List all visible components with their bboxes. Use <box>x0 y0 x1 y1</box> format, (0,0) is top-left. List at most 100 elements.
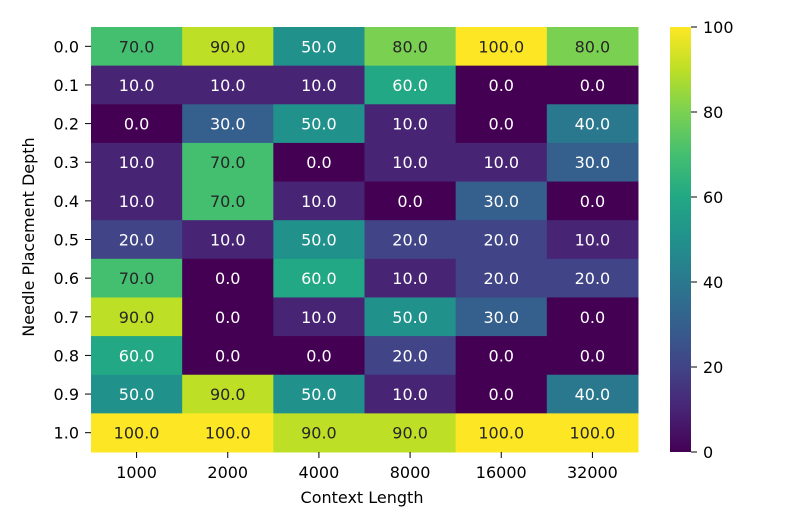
heatmap-cell <box>91 374 183 414</box>
heatmap-cell <box>455 181 548 221</box>
cell-value-label: 10.0 <box>119 192 155 211</box>
heatmap-cell <box>546 297 639 337</box>
heatmap-cells: 70.0 90.0 50.0 80.0 100.0 80.0 10.0 10.0 10.0 60.… <box>91 27 639 453</box>
heatmap-cell <box>91 104 183 144</box>
cell-value-label: 0.0 <box>215 308 240 327</box>
cell-value-label: 40.0 <box>575 115 611 134</box>
heatmap-cell <box>273 220 365 260</box>
cell-value-label: 10.0 <box>392 269 428 288</box>
heatmap-cell <box>273 336 365 376</box>
heatmap-cell <box>364 413 457 453</box>
heatmap-cell <box>546 220 639 260</box>
heatmap-cell <box>455 220 548 260</box>
y-tick-label: 0.8 <box>54 346 79 365</box>
heatmap-cell <box>273 297 365 337</box>
cell-value-label: 10.0 <box>119 76 155 95</box>
cell-value-label: 70.0 <box>210 192 246 211</box>
cell-value-label: 30.0 <box>210 115 246 134</box>
cell-value-label: 100.0 <box>478 37 524 56</box>
heatmap-cell <box>182 297 274 337</box>
heatmap-cell <box>546 142 639 183</box>
heatmap-cell <box>455 336 548 376</box>
heatmap-cell <box>455 258 548 298</box>
heatmap-cell <box>91 413 183 453</box>
cell-value-label: 60.0 <box>301 269 337 288</box>
heatmap-cell <box>273 413 365 453</box>
cell-value-label: 0.0 <box>580 192 605 211</box>
y-tick-label: 0.7 <box>54 308 79 327</box>
cell-value-label: 0.0 <box>489 76 514 95</box>
cell-value-label: 50.0 <box>301 385 337 404</box>
x-tick-label: 2000 <box>207 463 248 482</box>
heatmap-cell <box>91 336 183 376</box>
cell-value-label: 10.0 <box>575 231 611 250</box>
heatmap-cell <box>364 27 457 67</box>
y-axis-title: Needle Placement Depth <box>19 137 38 336</box>
cell-value-label: 0.0 <box>397 192 422 211</box>
cell-value-label: 80.0 <box>392 37 428 56</box>
heatmap-cell <box>455 65 548 105</box>
cell-value-label: 20.0 <box>483 231 519 250</box>
heatmap-cell <box>273 374 365 414</box>
heatmap-cell <box>364 104 457 144</box>
cell-value-label: 60.0 <box>392 76 428 95</box>
heatmap-cell <box>182 374 274 414</box>
cell-value-label: 10.0 <box>392 385 428 404</box>
heatmap-cell <box>546 258 639 298</box>
heatmap-cell <box>273 181 365 221</box>
heatmap-cell <box>182 181 274 221</box>
heatmap-cell <box>182 336 274 376</box>
x-tick-label: 16000 <box>476 463 527 482</box>
y-tick-label: 0.2 <box>54 115 79 134</box>
cell-value-label: 10.0 <box>301 308 337 327</box>
cell-value-label: 20.0 <box>392 231 428 250</box>
cell-value-label: 90.0 <box>119 308 155 327</box>
heatmap-cell <box>364 65 457 105</box>
x-tick-label: 32000 <box>567 463 618 482</box>
y-tick-label: 0.5 <box>54 231 79 250</box>
cell-value-label: 0.0 <box>215 346 240 365</box>
heatmap-cell <box>182 104 274 144</box>
y-tick-label: 0.1 <box>54 76 79 95</box>
cell-value-label: 60.0 <box>119 346 155 365</box>
heatmap-cell <box>182 65 274 105</box>
heatmap-cell <box>546 413 639 453</box>
heatmap-cell <box>91 181 183 221</box>
heatmap-cell <box>546 65 639 105</box>
x-axis-title: Context Length <box>301 488 424 507</box>
cell-value-label: 70.0 <box>210 153 246 172</box>
heatmap-cell <box>273 65 365 105</box>
y-tick-label: 0.0 <box>54 37 79 56</box>
cell-value-label: 50.0 <box>119 385 155 404</box>
y-tick-label: 0.3 <box>54 153 79 172</box>
heatmap-cell <box>546 104 639 144</box>
cell-value-label: 0.0 <box>580 308 605 327</box>
cell-value-label: 30.0 <box>575 153 611 172</box>
cell-value-label: 50.0 <box>301 37 337 56</box>
cell-value-label: 10.0 <box>210 231 246 250</box>
heatmap-cell <box>364 297 457 337</box>
cell-value-label: 80.0 <box>575 37 611 56</box>
cell-value-label: 50.0 <box>301 115 337 134</box>
cell-value-label: 10.0 <box>301 192 337 211</box>
heatmap-cell <box>546 336 639 376</box>
x-tick-label: 4000 <box>299 463 340 482</box>
cell-value-label: 30.0 <box>483 192 519 211</box>
cell-value-label: 100.0 <box>570 424 616 443</box>
cell-value-label: 50.0 <box>301 231 337 250</box>
heatmap-cell <box>364 220 457 260</box>
heatmap-cell <box>182 142 274 183</box>
cell-value-label: 90.0 <box>392 424 428 443</box>
heatmap-cell <box>455 297 548 337</box>
heatmap-cell <box>273 258 365 298</box>
heatmap-cell <box>364 374 457 414</box>
cell-value-label: 90.0 <box>210 385 246 404</box>
colorbar-tick-label: 100 <box>703 18 734 37</box>
cell-value-label: 20.0 <box>575 269 611 288</box>
colorbar-tick-label: 0 <box>703 443 713 462</box>
heatmap-cell <box>364 336 457 376</box>
heatmap-cell <box>91 65 183 105</box>
heatmap-cell <box>91 258 183 298</box>
cell-value-label: 70.0 <box>119 269 155 288</box>
